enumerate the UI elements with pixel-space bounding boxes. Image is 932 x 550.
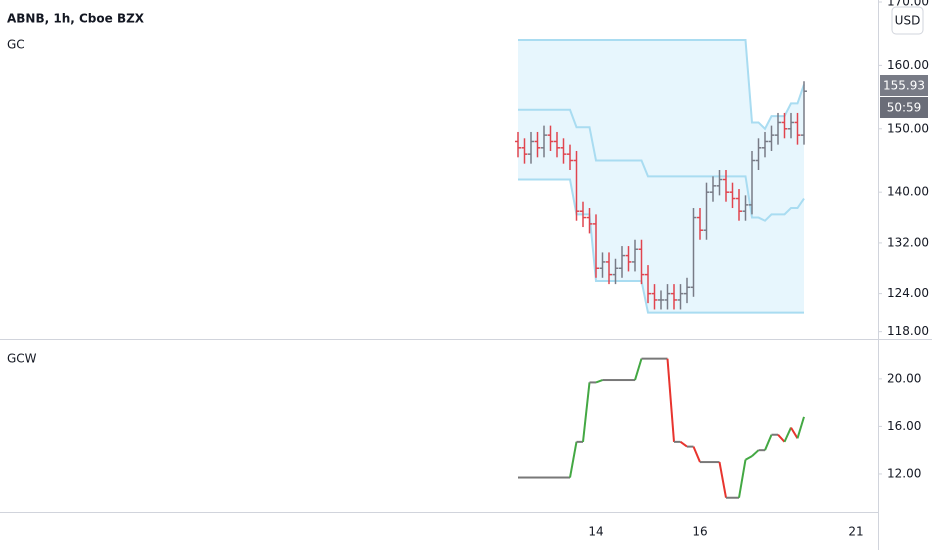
indicator-segment [634,358,643,381]
indicator-name: GC [7,38,25,52]
indicator-segment [745,455,753,461]
indicator-name: GCW [7,352,37,366]
indicator-segment [582,382,591,442]
plot-area [515,39,807,499]
countdown-badge [880,97,928,118]
indicator-segment [569,441,578,478]
y-tick-label: 20.00 [887,371,921,385]
channel-upper [518,39,805,131]
indicator-segment [796,416,805,439]
y-tick-label: 118.00 [887,324,929,338]
currency-button[interactable] [891,6,924,35]
chart-title: ABNB, 1h, Cboe BZX [7,12,145,26]
y-tick-label: 170.00 [887,0,929,9]
indicator-segment [790,427,799,439]
x-tick-label: 16 [692,525,707,539]
last-price-label: 155.93 [883,79,925,93]
y-tick-label: 150.00 [887,121,929,135]
x-tick-label: 21 [848,525,863,539]
channel-middle [518,108,805,222]
y-tick-label: 132.00 [887,235,929,249]
channel-lower [518,178,804,314]
indicator-segment [764,434,773,451]
indicator-segment [692,446,701,463]
last-price-badge [880,75,928,96]
currency-label[interactable]: USD [895,14,921,28]
y-tick-label: 160.00 [887,58,929,72]
y-tick-label: 16.00 [887,419,921,433]
indicator-segment [751,449,760,457]
indicator-segment [718,461,727,498]
indicator-segment [777,434,786,443]
indicator-segment [679,441,688,448]
indicator-segment [738,459,747,498]
y-tick-label: 12.00 [887,466,921,480]
indicator-segment [666,358,675,442]
x-tick-label: 14 [588,525,603,539]
y-tick-label: 140.00 [887,185,929,199]
countdown-label: 50:59 [887,101,922,115]
price-badges: 155.93 50:59 [880,75,928,118]
indicator-segment [595,379,603,384]
indicator-segment [783,427,792,443]
y-tick-label: 124.00 [887,286,929,300]
